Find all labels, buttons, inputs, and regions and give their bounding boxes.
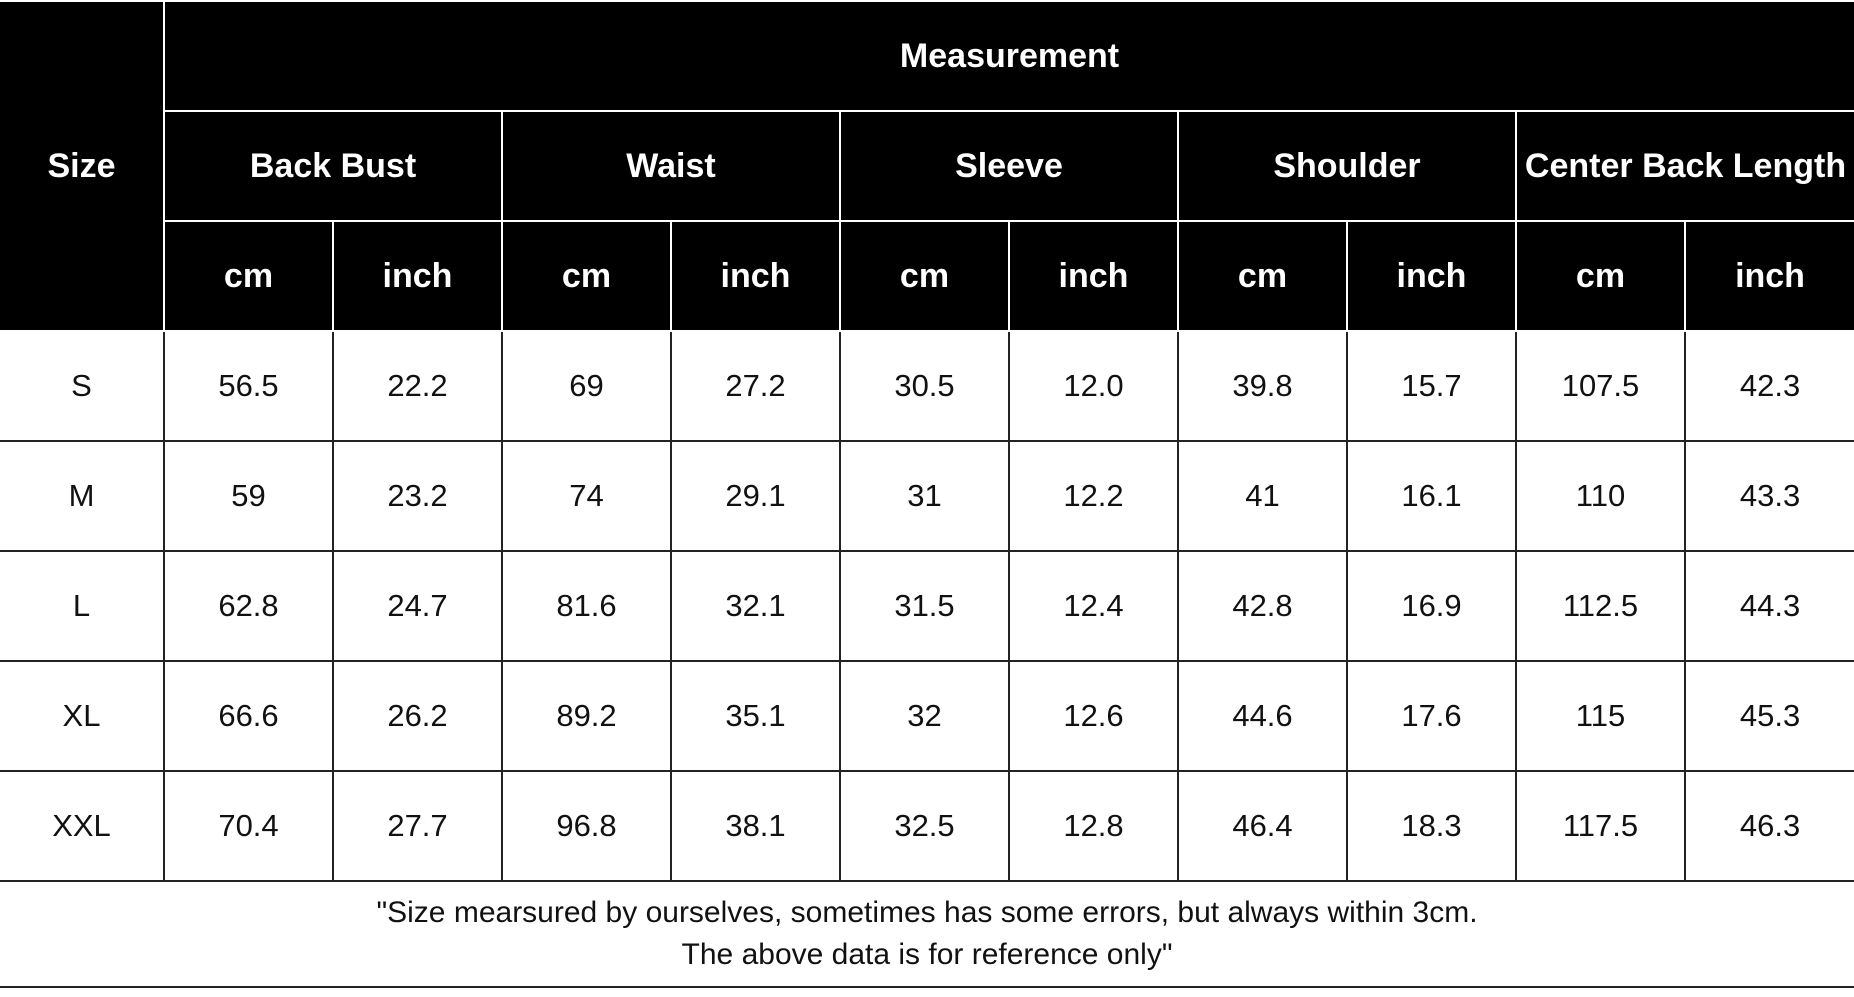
value-cell: 74 bbox=[501, 440, 672, 552]
unit-header-inch: inch bbox=[1008, 220, 1179, 332]
value-cell: 46.4 bbox=[1177, 770, 1348, 882]
value-cell: 16.1 bbox=[1346, 440, 1517, 552]
value-cell: 31.5 bbox=[839, 550, 1010, 662]
value-cell: 27.2 bbox=[670, 330, 841, 442]
group-header-center-back-length: Center Back Length bbox=[1514, 110, 1854, 222]
value-cell: 35.1 bbox=[670, 660, 841, 772]
value-cell: 29.1 bbox=[670, 440, 841, 552]
value-cell: 56.5 bbox=[163, 330, 334, 442]
value-cell: 44.6 bbox=[1177, 660, 1348, 772]
value-cell: 17.6 bbox=[1346, 660, 1517, 772]
unit-header-inch: inch bbox=[670, 220, 841, 332]
value-cell: 12.0 bbox=[1008, 330, 1179, 442]
value-cell: 12.8 bbox=[1008, 770, 1179, 882]
value-cell: 32.1 bbox=[670, 550, 841, 662]
value-cell: 30.5 bbox=[839, 330, 1010, 442]
table-row-xl: XL 66.6 26.2 89.2 35.1 32 12.6 44.6 17.6… bbox=[0, 660, 1854, 772]
value-cell: 70.4 bbox=[163, 770, 334, 882]
value-cell: 66.6 bbox=[163, 660, 334, 772]
value-cell: 42.8 bbox=[1177, 550, 1348, 662]
table-row-s: S 56.5 22.2 69 27.2 30.5 12.0 39.8 15.7 … bbox=[0, 330, 1854, 442]
size-cell: S bbox=[0, 330, 165, 442]
value-cell: 115 bbox=[1515, 660, 1686, 772]
value-cell: 32 bbox=[839, 660, 1010, 772]
note-line-2: The above data is for reference only" bbox=[681, 938, 1173, 971]
value-cell: 45.3 bbox=[1683, 660, 1854, 772]
measurement-header: Measurement bbox=[162, 2, 1854, 112]
value-cell: 112.5 bbox=[1515, 550, 1686, 662]
value-cell: 18.3 bbox=[1346, 770, 1517, 882]
size-cell: XL bbox=[0, 660, 165, 772]
value-cell: 96.8 bbox=[501, 770, 672, 882]
size-cell: XXL bbox=[0, 770, 165, 882]
value-cell: 46.3 bbox=[1683, 770, 1854, 882]
value-cell: 41 bbox=[1177, 440, 1348, 552]
unit-header-cm: cm bbox=[1177, 220, 1348, 332]
unit-header-cm: cm bbox=[1515, 220, 1686, 332]
unit-header-inch: inch bbox=[1346, 220, 1517, 332]
group-header-back-bust: Back Bust bbox=[163, 110, 503, 222]
value-cell: 117.5 bbox=[1515, 770, 1686, 882]
size-cell: L bbox=[0, 550, 165, 662]
value-cell: 15.7 bbox=[1346, 330, 1517, 442]
value-cell: 23.2 bbox=[332, 440, 503, 552]
value-cell: 43.3 bbox=[1683, 440, 1854, 552]
note-row: "Size mearsured by ourselves, sometimes … bbox=[0, 880, 1854, 988]
value-cell: 62.8 bbox=[163, 550, 334, 662]
value-cell: 32.5 bbox=[839, 770, 1010, 882]
value-cell: 12.2 bbox=[1008, 440, 1179, 552]
value-cell: 59 bbox=[163, 440, 334, 552]
value-cell: 26.2 bbox=[332, 660, 503, 772]
value-cell: 44.3 bbox=[1683, 550, 1854, 662]
unit-header-cm: cm bbox=[839, 220, 1010, 332]
unit-header-cm: cm bbox=[501, 220, 672, 332]
value-cell: 16.9 bbox=[1346, 550, 1517, 662]
value-cell: 27.7 bbox=[332, 770, 503, 882]
value-cell: 89.2 bbox=[501, 660, 672, 772]
table-row-xxl: XXL 70.4 27.7 96.8 38.1 32.5 12.8 46.4 1… bbox=[0, 770, 1854, 882]
value-cell: 42.3 bbox=[1683, 330, 1854, 442]
value-cell: 107.5 bbox=[1515, 330, 1686, 442]
value-cell: 12.4 bbox=[1008, 550, 1179, 662]
table-row-l: L 62.8 24.7 81.6 32.1 31.5 12.4 42.8 16.… bbox=[0, 550, 1854, 662]
value-cell: 12.6 bbox=[1008, 660, 1179, 772]
value-cell: 38.1 bbox=[670, 770, 841, 882]
table-row-m: M 59 23.2 74 29.1 31 12.2 41 16.1 110 43… bbox=[0, 440, 1854, 552]
group-header-sleeve: Sleeve bbox=[839, 110, 1179, 222]
group-header-shoulder: Shoulder bbox=[1177, 110, 1517, 222]
value-cell: 81.6 bbox=[501, 550, 672, 662]
unit-header-inch: inch bbox=[332, 220, 503, 332]
value-cell: 110 bbox=[1515, 440, 1686, 552]
unit-header-cm: cm bbox=[163, 220, 334, 332]
size-cell: M bbox=[0, 440, 165, 552]
value-cell: 69 bbox=[501, 330, 672, 442]
unit-header-inch: inch bbox=[1683, 220, 1854, 332]
group-header-waist: Waist bbox=[501, 110, 841, 222]
size-column-header: Size bbox=[0, 2, 165, 332]
value-cell: 22.2 bbox=[332, 330, 503, 442]
value-cell: 31 bbox=[839, 440, 1010, 552]
value-cell: 39.8 bbox=[1177, 330, 1348, 442]
note-line-1: "Size mearsured by ourselves, sometimes … bbox=[376, 896, 1478, 929]
disclaimer-note: "Size mearsured by ourselves, sometimes … bbox=[0, 880, 1854, 988]
value-cell: 24.7 bbox=[332, 550, 503, 662]
